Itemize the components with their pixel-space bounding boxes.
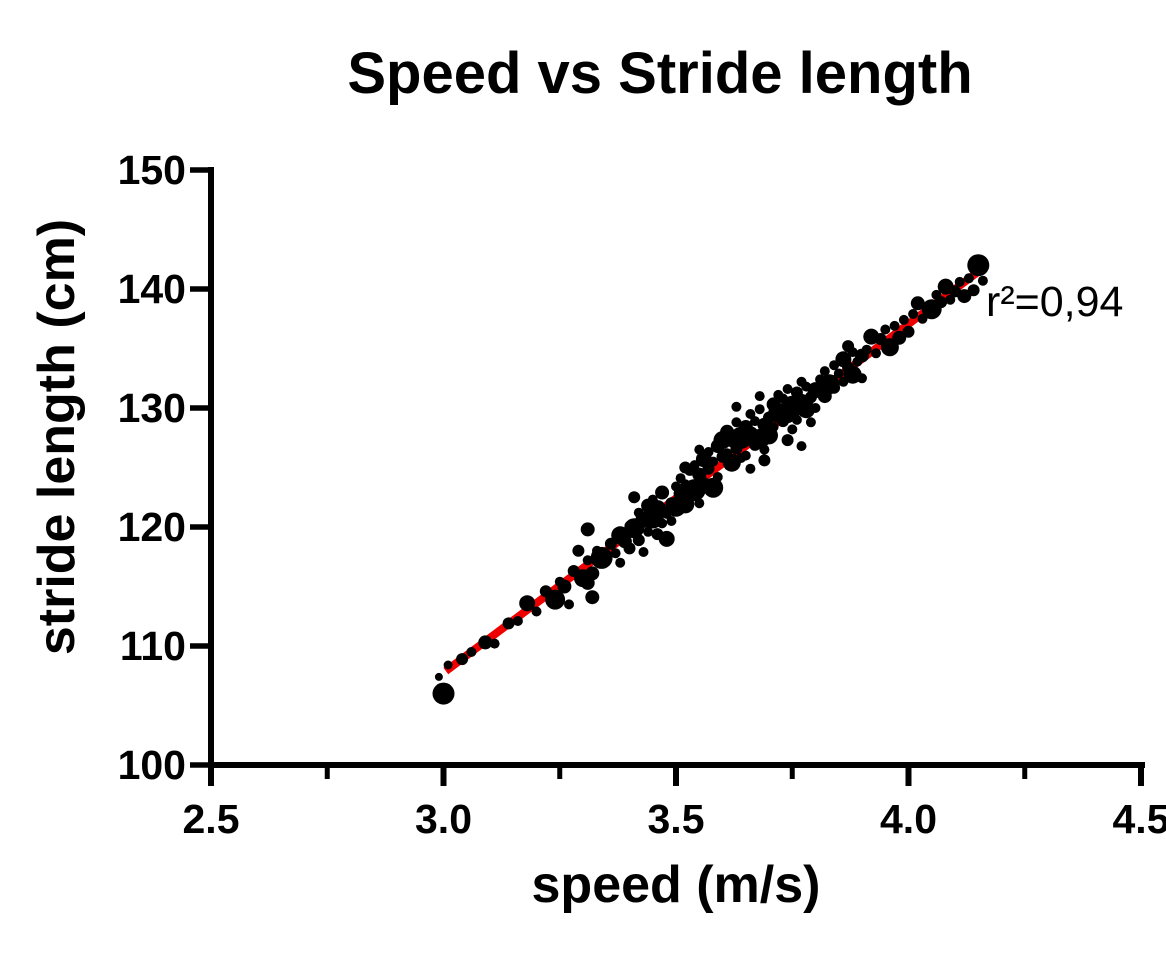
data-point [703,477,724,498]
data-point [456,653,469,666]
data-point [731,401,742,412]
data-point [712,472,723,482]
data-point [432,682,455,705]
data-point [758,454,771,467]
data-point [945,294,956,305]
data-point [791,414,802,425]
data-point [582,555,593,566]
data-point [466,647,477,657]
data-point [967,284,980,297]
data-point [957,289,972,304]
data-point [768,422,779,432]
data-point [781,434,794,447]
data-point [658,530,675,547]
y-tick-label: 140 [118,266,186,312]
data-point [489,638,500,649]
data-point [889,320,900,331]
data-point [502,617,515,630]
y-tick-label: 150 [118,147,186,193]
data-point [880,324,891,335]
data-point [638,547,649,557]
data-point [754,404,765,415]
data-point [796,441,807,452]
data-point [967,254,990,277]
data-point [610,548,621,559]
data-point [545,589,566,610]
data-point [519,595,536,612]
data-point [694,498,705,509]
data-point [745,463,756,474]
data-point [580,522,595,537]
data-point [628,491,641,504]
data-point [708,456,719,467]
x-tick-label: 2.5 [183,796,240,842]
data-point [615,557,626,568]
x-tick-label: 4.5 [1113,796,1166,842]
data-point [759,444,770,455]
data-point [908,309,919,319]
chart-title: Speed vs Stride length [347,41,973,106]
data-point [623,542,636,555]
data-point [657,518,668,529]
data-point [590,546,613,569]
x-axis-title: speed (m/s) [531,856,821,914]
data-point [954,276,965,287]
data-point [787,424,798,435]
data-point [434,672,443,681]
data-point [898,314,909,325]
data-point [531,606,542,617]
y-tick-label: 130 [118,385,186,431]
data-point [810,403,821,413]
data-point [655,485,670,500]
data-point [632,534,645,547]
x-tick-label: 3.0 [415,796,472,842]
data-point [861,344,872,355]
data-point [478,635,493,650]
x-tick-label: 3.5 [648,796,705,842]
data-point [819,366,830,377]
data-point [963,273,974,284]
data-point [572,544,585,557]
data-point [580,575,595,590]
data-point [782,384,793,394]
data-point [745,409,756,419]
data-point [977,275,988,286]
data-point [857,373,867,384]
data-point [443,660,453,670]
data-point [797,400,816,419]
data-point [892,330,907,345]
data-point [833,368,844,379]
y-axis-title: stride length (cm) [28,218,86,656]
data-point [805,417,816,428]
x-tick-label: 4.0 [880,796,937,842]
data-point [910,296,925,311]
data-point [871,348,881,359]
data-point [666,516,677,526]
y-tick-label: 120 [118,504,186,550]
data-point [828,381,841,394]
data-point [643,526,654,537]
data-point [703,447,714,457]
data-point [754,391,765,402]
data-point [512,616,523,626]
y-tick-label: 110 [120,623,186,669]
data-point [740,450,751,461]
data-point [935,296,948,309]
data-point [585,590,600,605]
r-squared-annotation: r²=0,94 [986,278,1124,326]
y-tick-label: 100 [118,742,186,788]
data-point [902,325,915,338]
data-point [557,579,572,594]
data-point [564,599,574,610]
data-point [731,417,742,428]
